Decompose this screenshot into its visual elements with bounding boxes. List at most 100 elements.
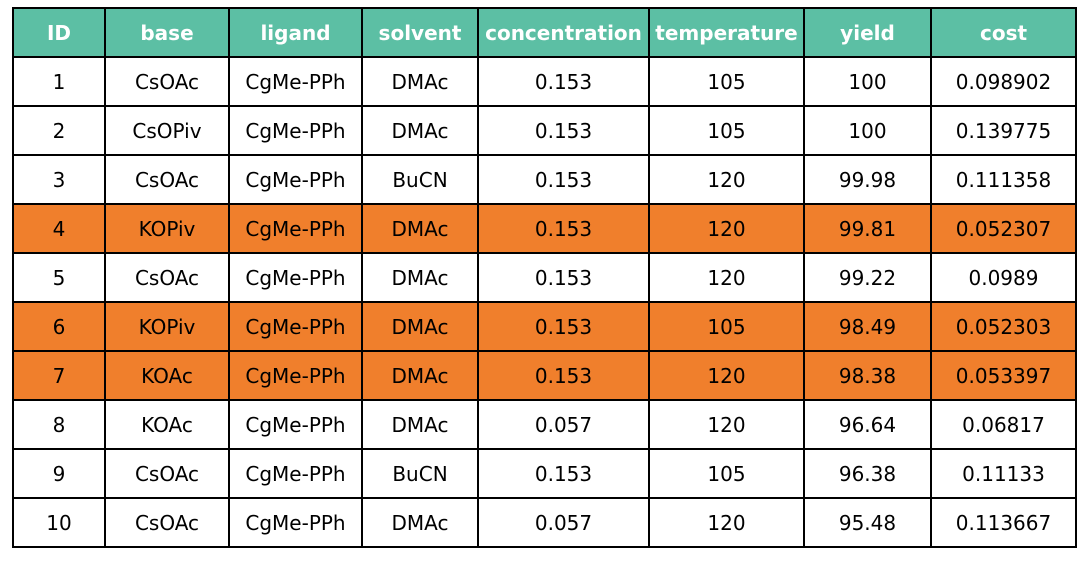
cell-yield: 100 [803, 105, 932, 156]
column-header-id: ID [12, 7, 106, 58]
table-row: 4 KOPiv CgMe-PPh DMAc 0.153 120 99.81 0.052307 [12, 203, 1077, 254]
cell-base: CsOPiv [104, 105, 230, 156]
cell-id: 10 [12, 497, 106, 548]
cell-base: CsOAc [104, 497, 230, 548]
cell-cost: 0.11133 [930, 448, 1077, 499]
table-row: 5 CsOAc CgMe-PPh DMAc 0.153 120 99.22 0.0989 [12, 252, 1077, 303]
table-body: 1 CsOAc CgMe-PPh DMAc 0.153 105 100 0.098902 2 Cs… [12, 56, 1077, 548]
cell-concentration: 0.153 [477, 56, 650, 107]
cell-cost: 0.06817 [930, 399, 1077, 450]
column-header-base: base [104, 7, 230, 58]
cell-solvent: BuCN [361, 448, 479, 499]
cell-concentration: 0.153 [477, 301, 650, 352]
cell-temperature: 105 [648, 56, 805, 107]
cell-id: 8 [12, 399, 106, 450]
cell-solvent: DMAc [361, 203, 479, 254]
cell-ligand: CgMe-PPh [228, 203, 363, 254]
cell-base: CsOAc [104, 154, 230, 205]
cell-base: CsOAc [104, 252, 230, 303]
cell-id: 5 [12, 252, 106, 303]
cell-cost: 0.052303 [930, 301, 1077, 352]
cell-concentration: 0.153 [477, 105, 650, 156]
cell-yield: 99.81 [803, 203, 932, 254]
cell-id: 6 [12, 301, 106, 352]
column-header-solvent: solvent [361, 7, 479, 58]
cell-concentration: 0.153 [477, 203, 650, 254]
cell-ligand: CgMe-PPh [228, 497, 363, 548]
cell-ligand: CgMe-PPh [228, 154, 363, 205]
cell-concentration: 0.153 [477, 350, 650, 401]
cell-base: KOPiv [104, 203, 230, 254]
cell-yield: 96.64 [803, 399, 932, 450]
cell-solvent: DMAc [361, 350, 479, 401]
table-row: 8 KOAc CgMe-PPh DMAc 0.057 120 96.64 0.06817 [12, 399, 1077, 450]
table-row: 1 CsOAc CgMe-PPh DMAc 0.153 105 100 0.098902 [12, 56, 1077, 107]
cell-ligand: CgMe-PPh [228, 301, 363, 352]
cell-cost: 0.139775 [930, 105, 1077, 156]
cell-temperature: 120 [648, 497, 805, 548]
cell-temperature: 120 [648, 252, 805, 303]
cell-cost: 0.113667 [930, 497, 1077, 548]
cell-yield: 99.98 [803, 154, 932, 205]
cell-concentration: 0.153 [477, 448, 650, 499]
cell-solvent: DMAc [361, 252, 479, 303]
cell-concentration: 0.153 [477, 154, 650, 205]
cell-cost: 0.111358 [930, 154, 1077, 205]
cell-cost: 0.053397 [930, 350, 1077, 401]
cell-id: 7 [12, 350, 106, 401]
column-header-ligand: ligand [228, 7, 363, 58]
cell-yield: 98.49 [803, 301, 932, 352]
cell-solvent: DMAc [361, 56, 479, 107]
results-table: ID base ligand solvent concentration tem… [12, 7, 1077, 548]
cell-cost: 0.098902 [930, 56, 1077, 107]
cell-temperature: 105 [648, 301, 805, 352]
cell-base: KOAc [104, 350, 230, 401]
column-header-yield: yield [803, 7, 932, 58]
cell-temperature: 120 [648, 203, 805, 254]
cell-ligand: CgMe-PPh [228, 105, 363, 156]
cell-solvent: DMAc [361, 301, 479, 352]
column-header-temperature: temperature [648, 7, 805, 58]
cell-temperature: 105 [648, 448, 805, 499]
cell-concentration: 0.057 [477, 399, 650, 450]
cell-concentration: 0.057 [477, 497, 650, 548]
cell-yield: 98.38 [803, 350, 932, 401]
cell-yield: 99.22 [803, 252, 932, 303]
cell-cost: 0.052307 [930, 203, 1077, 254]
cell-ligand: CgMe-PPh [228, 350, 363, 401]
column-header-concentration: concentration [477, 7, 650, 58]
cell-temperature: 120 [648, 350, 805, 401]
cell-id: 9 [12, 448, 106, 499]
cell-id: 2 [12, 105, 106, 156]
cell-concentration: 0.153 [477, 252, 650, 303]
table-row: 10 CsOAc CgMe-PPh DMAc 0.057 120 95.48 0.113667 [12, 497, 1077, 548]
cell-ligand: CgMe-PPh [228, 448, 363, 499]
cell-ligand: CgMe-PPh [228, 252, 363, 303]
cell-temperature: 105 [648, 105, 805, 156]
table-row: 3 CsOAc CgMe-PPh BuCN 0.153 120 99.98 0.111358 [12, 154, 1077, 205]
cell-base: KOPiv [104, 301, 230, 352]
cell-solvent: DMAc [361, 497, 479, 548]
cell-temperature: 120 [648, 154, 805, 205]
cell-base: CsOAc [104, 56, 230, 107]
cell-base: CsOAc [104, 448, 230, 499]
table-row: 6 KOPiv CgMe-PPh DMAc 0.153 105 98.49 0.052303 [12, 301, 1077, 352]
cell-yield: 100 [803, 56, 932, 107]
cell-cost: 0.0989 [930, 252, 1077, 303]
header-row: ID base ligand solvent concentration tem… [12, 7, 1077, 58]
cell-solvent: DMAc [361, 399, 479, 450]
cell-temperature: 120 [648, 399, 805, 450]
cell-solvent: BuCN [361, 154, 479, 205]
column-header-cost: cost [930, 7, 1077, 58]
table-row: 2 CsOPiv CgMe-PPh DMAc 0.153 105 100 0.139775 [12, 105, 1077, 156]
cell-ligand: CgMe-PPh [228, 399, 363, 450]
table-row: 7 KOAc CgMe-PPh DMAc 0.153 120 98.38 0.053397 [12, 350, 1077, 401]
table-row: 9 CsOAc CgMe-PPh BuCN 0.153 105 96.38 0.11133 [12, 448, 1077, 499]
cell-solvent: DMAc [361, 105, 479, 156]
cell-yield: 96.38 [803, 448, 932, 499]
cell-base: KOAc [104, 399, 230, 450]
cell-yield: 95.48 [803, 497, 932, 548]
cell-id: 3 [12, 154, 106, 205]
cell-id: 4 [12, 203, 106, 254]
cell-id: 1 [12, 56, 106, 107]
